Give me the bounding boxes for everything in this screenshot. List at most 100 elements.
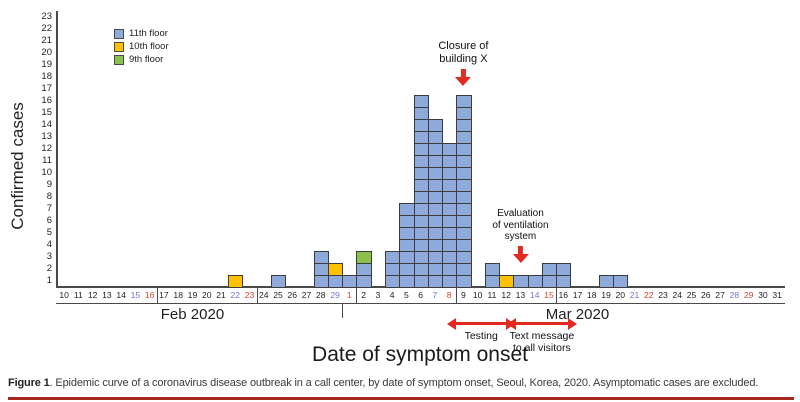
x-tick-label: 14	[116, 290, 126, 300]
case-cell-11th-floor	[399, 275, 415, 288]
case-cell-10th-floor	[327, 263, 344, 276]
case-cell-11th-floor	[427, 119, 444, 132]
ventilation-annotation-line2: of ventilation	[492, 219, 549, 231]
x-tick-label: 6	[418, 290, 424, 300]
case-cell-11th-floor	[427, 203, 444, 216]
x-axis-strip-bottom-line	[56, 303, 785, 304]
y-tick-label: 4	[46, 239, 52, 250]
x-tick-label: 28	[729, 290, 740, 300]
case-cell-11th-floor	[427, 275, 444, 288]
y-tick-label: 5	[46, 227, 52, 238]
x-tick-label: 16	[558, 290, 568, 300]
x-tick-label: 23	[244, 290, 255, 300]
x-tick-label: 12	[87, 290, 98, 300]
week-divider-line	[356, 287, 358, 303]
legend: 11th floor 10th floor 9th floor	[114, 27, 169, 66]
case-cell-11th-floor	[384, 275, 401, 288]
legend-item-10th-floor: 10th floor	[114, 40, 169, 53]
case-cell-11th-floor	[442, 275, 458, 288]
arrow-head	[512, 253, 529, 263]
x-tick-label: 2	[361, 290, 366, 300]
x-tick-label: 21	[629, 290, 640, 300]
case-cell-11th-floor	[442, 191, 458, 204]
x-tick-label: 17	[572, 290, 583, 300]
case-cell-11th-floor	[427, 239, 444, 252]
y-tick-label: 17	[41, 83, 52, 94]
x-tick-label: 22	[230, 290, 241, 300]
case-cell-11th-floor	[356, 263, 372, 276]
y-axis-title: Confirmed cases	[8, 102, 27, 230]
case-cell-11th-floor	[456, 95, 472, 108]
case-cell-11th-floor	[413, 215, 429, 228]
case-cell-11th-floor	[456, 143, 472, 156]
case-cell-11th-floor	[399, 251, 415, 264]
y-tick-label: 15	[41, 107, 52, 118]
arrow-head	[455, 77, 472, 86]
legend-item-9th-floor: 9th floor	[114, 53, 169, 66]
closure-down-arrow-icon	[455, 69, 472, 86]
case-cell-11th-floor	[442, 179, 458, 192]
x-tick-label: 13	[515, 290, 526, 300]
x-tick-label: 9	[461, 290, 466, 300]
x-tick-label: 1	[346, 290, 352, 300]
x-tick-label: 12	[501, 290, 511, 300]
case-cell-11th-floor	[413, 239, 429, 252]
case-cell-11th-floor	[413, 227, 429, 240]
month-label-feb: Feb 2020	[160, 306, 225, 323]
y-tick-label: 12	[41, 143, 52, 154]
x-tick-label: 15	[130, 290, 141, 300]
case-cell-11th-floor	[456, 107, 472, 120]
x-tick-label: 8	[446, 290, 452, 300]
case-cell-11th-floor	[427, 155, 444, 168]
case-cell-11th-floor	[327, 275, 344, 288]
x-tick-label: 19	[187, 290, 198, 300]
figure-number-label: Figure 1	[8, 377, 50, 389]
legend-swatch-11th-floor	[114, 28, 124, 39]
case-cell-11th-floor	[442, 143, 458, 156]
y-tick-label: 9	[46, 179, 52, 190]
case-cell-11th-floor	[456, 239, 472, 252]
case-cell-10th-floor	[228, 275, 244, 288]
arrow-stem	[517, 245, 523, 254]
case-cell-11th-floor	[413, 131, 429, 144]
case-cell-11th-floor	[456, 179, 472, 192]
y-tick-label: 16	[41, 95, 52, 106]
x-tick-label: 10	[59, 290, 69, 300]
x-tick-label: 7	[432, 290, 438, 300]
week-divider-line	[556, 287, 558, 303]
case-cell-11th-floor	[413, 203, 429, 216]
x-tick-label: 29	[330, 290, 340, 300]
case-cell-11th-floor	[427, 167, 444, 180]
case-cell-11th-floor	[556, 275, 572, 288]
case-cell-11th-floor	[456, 191, 472, 204]
x-tick-label: 20	[201, 290, 212, 300]
x-tick-label: 3	[375, 290, 381, 300]
y-tick-label: 3	[46, 251, 52, 262]
legend-label-9th-floor: 9th floor	[129, 54, 164, 65]
y-tick-label: 1	[46, 275, 52, 286]
x-tick-label: 5	[403, 290, 409, 300]
y-tick-label: 18	[41, 71, 52, 82]
y-tick-label: 23	[41, 11, 52, 22]
case-cell-11th-floor	[484, 263, 501, 276]
case-cell-11th-floor	[456, 227, 472, 240]
case-cell-11th-floor	[442, 227, 458, 240]
case-cell-11th-floor	[442, 263, 458, 276]
x-tick-label: 22	[644, 290, 654, 300]
y-tick-label: 7	[46, 203, 52, 214]
x-tick-label: 28	[316, 290, 326, 300]
month-label-mar: Mar 2020	[545, 306, 610, 323]
case-cell-11th-floor	[356, 275, 372, 288]
week-divider-line	[156, 287, 158, 303]
x-tick-label: 18	[586, 290, 597, 300]
case-cell-11th-floor	[384, 251, 401, 264]
y-tick-label: 19	[41, 59, 52, 70]
case-cell-11th-floor	[342, 275, 358, 288]
arrow-stem	[460, 69, 466, 77]
case-cell-11th-floor	[484, 275, 501, 288]
case-cell-11th-floor	[427, 179, 444, 192]
case-cell-11th-floor	[313, 263, 329, 276]
closure-annotation-line1: Closure of	[438, 40, 489, 52]
month-boundary-tick	[342, 304, 344, 318]
